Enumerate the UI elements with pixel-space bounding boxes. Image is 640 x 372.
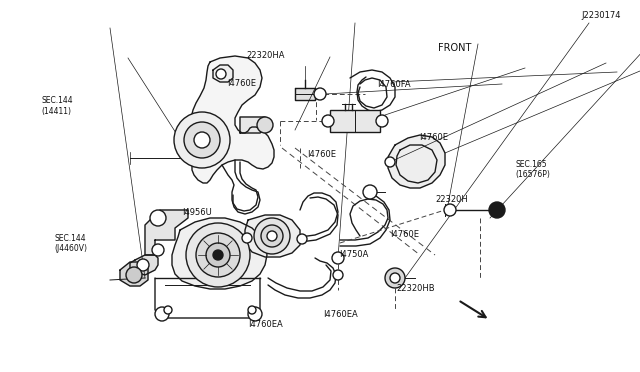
Text: I4760E: I4760E [419,133,448,142]
Circle shape [194,132,210,148]
Text: J2230174: J2230174 [581,11,621,20]
Circle shape [152,244,164,256]
Text: SEC.165
(16576P): SEC.165 (16576P) [515,160,550,179]
Circle shape [206,243,230,267]
Circle shape [213,250,223,260]
Polygon shape [295,88,315,100]
Circle shape [332,252,344,264]
Circle shape [257,117,273,133]
Text: I4760FA: I4760FA [378,80,412,89]
Circle shape [385,157,395,167]
Text: SEC.144
(14411): SEC.144 (14411) [42,96,73,116]
Text: I4760E: I4760E [307,150,336,159]
Polygon shape [130,255,158,275]
Polygon shape [245,215,300,257]
Circle shape [444,204,456,216]
Text: SEC.144
(J4460V): SEC.144 (J4460V) [54,234,88,253]
Polygon shape [213,65,233,82]
Circle shape [333,270,343,280]
Circle shape [126,267,142,283]
Circle shape [322,115,334,127]
Circle shape [137,259,149,271]
Text: I4760E: I4760E [390,230,419,239]
Text: 22320H: 22320H [435,195,468,203]
Polygon shape [191,56,274,183]
Circle shape [248,306,256,314]
Circle shape [150,210,166,226]
FancyBboxPatch shape [330,110,380,132]
Circle shape [254,218,290,254]
Circle shape [267,231,277,241]
Circle shape [390,273,400,283]
Text: I4760EA: I4760EA [323,310,358,319]
Circle shape [155,307,169,321]
Polygon shape [388,135,445,188]
Circle shape [184,122,220,158]
Text: I4760E: I4760E [227,79,256,88]
Polygon shape [196,148,218,165]
Circle shape [164,306,172,314]
Circle shape [363,185,377,199]
Text: I4760EA: I4760EA [248,320,283,329]
Circle shape [242,233,252,243]
Circle shape [376,115,388,127]
Text: FRONT: FRONT [438,43,472,52]
Circle shape [261,225,283,247]
Text: 22320HA: 22320HA [246,51,285,60]
Circle shape [385,268,405,288]
Circle shape [202,152,212,162]
Polygon shape [172,218,267,289]
Circle shape [248,307,262,321]
Circle shape [174,112,230,168]
Text: I4956U: I4956U [182,208,212,217]
Circle shape [489,202,505,218]
Circle shape [216,69,226,79]
Polygon shape [145,210,188,255]
Circle shape [186,223,250,287]
Text: 22320HB: 22320HB [397,284,435,293]
Circle shape [297,234,307,244]
Polygon shape [240,117,268,133]
Polygon shape [120,262,148,286]
Text: I4750A: I4750A [339,250,369,259]
Circle shape [196,233,240,277]
Circle shape [314,88,326,100]
